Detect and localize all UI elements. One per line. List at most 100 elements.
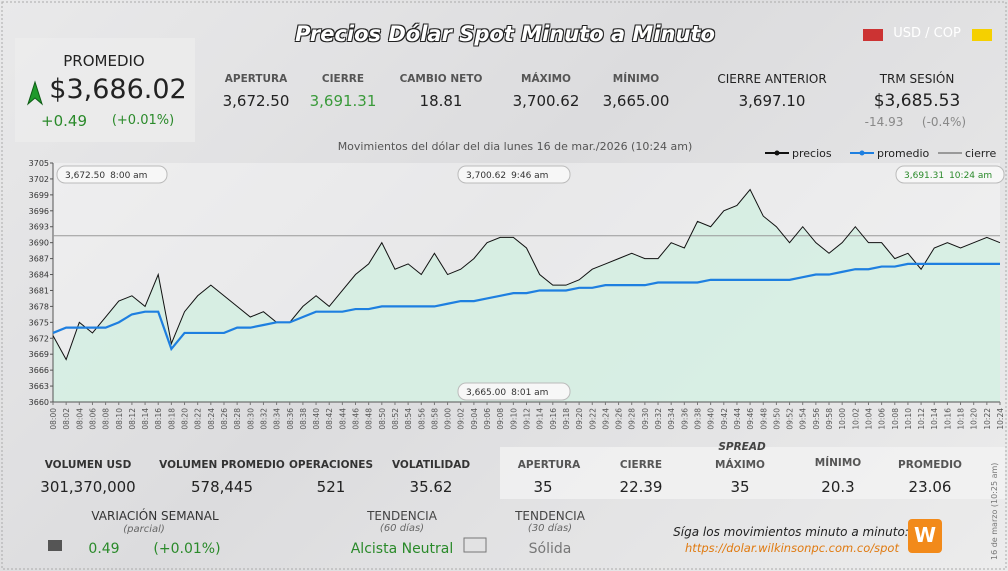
cierre-anterior-label: CIERRE ANTERIOR	[717, 72, 826, 86]
x-tick-label: 09:44	[733, 408, 742, 430]
x-tick-label: 10:04	[864, 408, 873, 430]
follow-text: Síga los movimientos minuto a minuto:	[673, 525, 909, 539]
x-tick-label: 08:44	[338, 408, 347, 430]
x-tick-label: 09:38	[693, 408, 702, 430]
x-tick-label: 08:12	[128, 408, 137, 430]
y-tick-label: 3663	[29, 382, 49, 391]
logo-mark: W	[914, 523, 936, 547]
x-tick-label: 09:52	[786, 408, 795, 430]
x-tick-label: 08:26	[220, 408, 229, 430]
x-tick-label: 09:36	[680, 408, 689, 430]
stat-label: CAMBIO NETO	[400, 73, 483, 85]
x-tick-label: 08:20	[181, 408, 190, 430]
x-tick-label: 09:24	[601, 408, 610, 430]
x-tick-label: 08:40	[312, 408, 321, 430]
legend-dot	[775, 151, 780, 156]
follow-link[interactable]: https://dolar.wilkinsonpc.com.co/spot	[685, 541, 899, 555]
spread-value: 35	[533, 478, 552, 496]
x-tick-label: 08:28	[233, 408, 242, 430]
legend-dot	[860, 151, 865, 156]
legend-label: precios	[792, 147, 832, 160]
annotation-time: 9:46 am	[511, 171, 548, 181]
x-tick-label: 08:24	[207, 408, 216, 430]
annotation-value: 3,691.31	[904, 171, 944, 181]
x-tick-label: 08:38	[299, 408, 308, 430]
x-tick-label: 09:12	[523, 408, 532, 430]
x-tick-label: 10:16	[943, 408, 952, 430]
y-tick-label: 3684	[29, 271, 49, 280]
y-tick-label: 3696	[29, 207, 49, 216]
x-tick-label: 08:34	[273, 408, 282, 430]
x-tick-label: 09:02	[457, 408, 466, 430]
x-tick-label: 09:50	[772, 408, 781, 430]
stat-label: MÁXIMO	[521, 73, 571, 85]
x-tick-label: 09:18	[562, 408, 571, 430]
x-tick-label: 08:10	[115, 408, 124, 430]
weekly-change-pct: (+0.01%)	[153, 541, 220, 557]
x-tick-label: 09:14	[536, 408, 545, 430]
stat-value: 3,700.62	[513, 92, 580, 110]
trend-label: TENDENCIA	[515, 509, 585, 523]
trend-value: Sólida	[529, 541, 572, 557]
trend-note: (60 días)	[380, 523, 424, 534]
stat-label: CIERRE	[322, 73, 364, 85]
stat-value: 3,691.31	[310, 92, 377, 110]
x-tick-label: 08:18	[167, 408, 176, 430]
annotation-time: 10:24 am	[949, 171, 992, 181]
x-tick-label: 10:00	[838, 408, 847, 430]
x-tick-label: 09:48	[759, 408, 768, 430]
x-tick-label: 08:54	[404, 408, 413, 430]
x-tick-label: 08:46	[352, 408, 361, 430]
x-tick-label: 08:02	[62, 408, 71, 430]
annotation-value: 3,665.00	[466, 388, 506, 398]
x-tick-label: 10:12	[917, 408, 926, 430]
x-tick-label: 10:18	[957, 408, 966, 430]
x-tick-label: 08:48	[365, 408, 374, 430]
promedio-change: +0.49	[41, 112, 87, 130]
x-tick-label: 08:42	[325, 408, 334, 430]
y-tick-label: 3672	[29, 334, 49, 343]
currency-pair: USD / COP	[893, 26, 961, 41]
x-tick-label: 09:26	[615, 408, 624, 430]
x-tick-label: 09:04	[470, 408, 479, 430]
x-tick-label: 10:24	[996, 408, 1005, 430]
y-tick-label: 3678	[29, 302, 49, 311]
y-tick-label: 3687	[29, 255, 49, 264]
trm-change: -14.93	[865, 115, 904, 129]
flag-us	[863, 29, 883, 41]
trm-label: TRM SESIÓN	[880, 72, 955, 86]
annotation-time: 8:01 am	[511, 388, 548, 398]
stat-label: MÍNIMO	[613, 73, 659, 85]
x-tick-label: 08:30	[246, 408, 255, 430]
promedio-value: $3,686.02	[49, 74, 186, 105]
promedio-label: PROMEDIO	[63, 52, 144, 70]
x-tick-label: 10:08	[891, 408, 900, 430]
stat-value: 18.81	[420, 92, 463, 110]
x-tick-label: 10:14	[930, 408, 939, 430]
legend-label: cierre	[965, 147, 996, 160]
x-tick-label: 08:04	[75, 408, 84, 430]
trend-value: Alcista Neutral	[351, 541, 454, 557]
x-tick-label: 10:10	[904, 408, 913, 430]
y-tick-label: 3702	[29, 175, 49, 184]
volume-value: 301,370,000	[40, 478, 135, 496]
x-tick-label: 09:22	[588, 408, 597, 430]
x-tick-label: 09:28	[628, 408, 637, 430]
x-tick-label: 09:10	[509, 408, 518, 430]
x-tick-label: 08:56	[417, 408, 426, 430]
x-tick-label: 09:16	[549, 408, 558, 430]
page-title: Precios Dólar Spot Minuto a Minuto	[295, 22, 715, 46]
trend-label: TENDENCIA	[367, 509, 437, 523]
trend-note: (30 días)	[528, 523, 572, 534]
volume-label: VOLUMEN USD	[45, 459, 132, 471]
volume-value: 578,445	[191, 478, 253, 496]
annotation-value: 3,672.50	[65, 171, 105, 181]
x-tick-label: 08:58	[430, 408, 439, 430]
spread-value: 35	[730, 478, 749, 496]
x-tick-label: 09:40	[707, 408, 716, 430]
x-tick-label: 08:06	[88, 408, 97, 430]
spread-label: MÍNIMO	[815, 457, 861, 469]
y-tick-label: 3699	[29, 191, 49, 200]
spread-value: 22.39	[620, 478, 663, 496]
stat-value: 3,665.00	[603, 92, 670, 110]
